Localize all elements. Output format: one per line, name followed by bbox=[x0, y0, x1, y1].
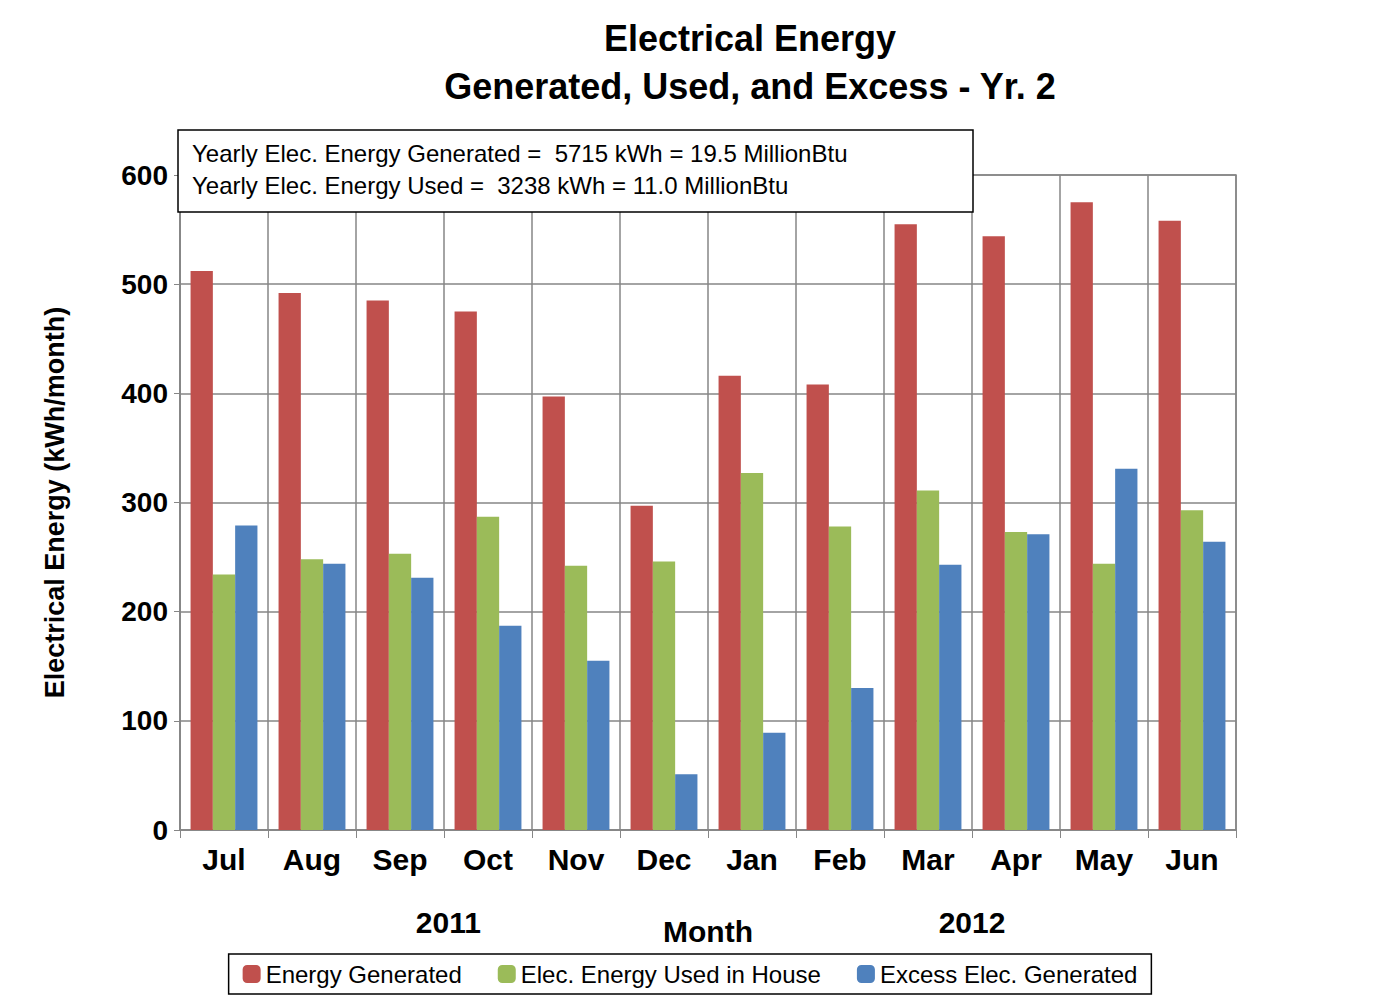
svg-text:Yearly Elec. Energy Generated: Yearly Elec. Energy Generated = 5715 kWh… bbox=[192, 140, 848, 167]
svg-text:500: 500 bbox=[121, 269, 168, 300]
svg-text:0: 0 bbox=[152, 815, 168, 846]
svg-text:Feb: Feb bbox=[813, 843, 866, 876]
svg-text:Electrical Energy: Electrical Energy bbox=[604, 18, 896, 59]
svg-text:300: 300 bbox=[121, 487, 168, 518]
svg-text:2011: 2011 bbox=[416, 906, 481, 939]
svg-text:Month: Month bbox=[663, 915, 753, 948]
svg-text:200: 200 bbox=[121, 596, 168, 627]
svg-text:Aug: Aug bbox=[283, 843, 341, 876]
svg-text:May: May bbox=[1075, 843, 1134, 876]
svg-text:Yearly Elec. Energy Used = 32: Yearly Elec. Energy Used = 3238 kWh = 11… bbox=[192, 172, 788, 199]
svg-text:Energy Generated: Energy Generated bbox=[266, 961, 462, 988]
svg-text:Jun: Jun bbox=[1165, 843, 1218, 876]
svg-text:Elec. Energy Used in House: Elec. Energy Used in House bbox=[521, 961, 821, 988]
svg-text:Nov: Nov bbox=[548, 843, 605, 876]
svg-text:400: 400 bbox=[121, 378, 168, 409]
svg-text:Sep: Sep bbox=[372, 843, 427, 876]
svg-text:Generated, Used, and Excess -: Generated, Used, and Excess - Yr. 2 bbox=[444, 66, 1056, 107]
svg-text:Electrical Energy (kWh/month): Electrical Energy (kWh/month) bbox=[40, 307, 70, 699]
svg-text:Excess Elec. Generated: Excess Elec. Generated bbox=[880, 961, 1137, 988]
svg-text:Dec: Dec bbox=[636, 843, 691, 876]
svg-text:2012: 2012 bbox=[939, 906, 1006, 939]
svg-text:Jan: Jan bbox=[726, 843, 778, 876]
svg-text:Oct: Oct bbox=[463, 843, 513, 876]
svg-text:Mar: Mar bbox=[901, 843, 955, 876]
svg-text:Apr: Apr bbox=[990, 843, 1042, 876]
svg-text:Jul: Jul bbox=[202, 843, 245, 876]
svg-text:100: 100 bbox=[121, 705, 168, 736]
svg-text:600: 600 bbox=[121, 160, 168, 191]
